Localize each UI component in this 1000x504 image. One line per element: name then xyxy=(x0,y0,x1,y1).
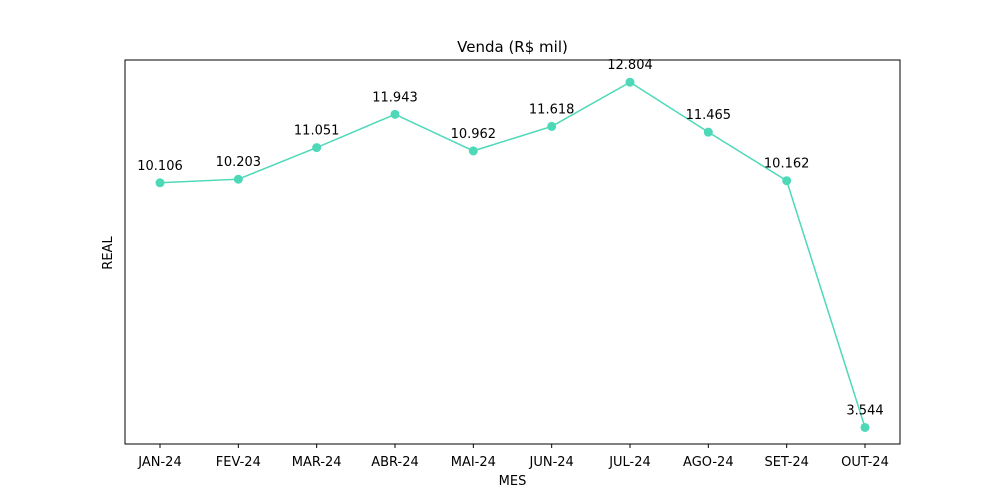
data-label: 12.804 xyxy=(607,58,653,73)
x-axis-ticks: JAN-24 FEV-24 MAR-24 ABR-24 MAI-24 JUN-24 JUL-… xyxy=(137,444,889,470)
x-tick-label: ABR-24 xyxy=(371,455,419,470)
x-tick-label: MAR-24 xyxy=(292,455,342,470)
plot-area-frame xyxy=(124,59,901,445)
x-tick-label: SET-24 xyxy=(764,455,808,470)
x-tick-label: JUL-24 xyxy=(608,455,651,470)
x-axis-label: MES xyxy=(499,474,527,489)
data-label: 3.544 xyxy=(846,403,883,418)
data-label: 11.943 xyxy=(372,90,418,105)
x-tick-label: FEV-24 xyxy=(216,455,261,470)
data-label: 10.962 xyxy=(451,127,497,142)
data-point xyxy=(625,77,635,87)
x-tick-label: JAN-24 xyxy=(137,455,181,470)
data-point xyxy=(390,109,400,119)
data-point xyxy=(155,178,165,188)
data-point xyxy=(782,176,792,186)
data-label: 10.203 xyxy=(216,155,262,170)
data-label: 11.465 xyxy=(686,108,732,123)
x-tick-label: OUT-24 xyxy=(841,455,889,470)
x-tick-label: JUN-24 xyxy=(529,455,574,470)
data-label: 10.106 xyxy=(137,159,183,174)
series-line xyxy=(159,81,866,428)
chart-title: Venda (R$ mil) xyxy=(457,38,568,56)
data-point xyxy=(703,127,713,137)
series-group: 10.106 10.203 11.051 11.943 10.962 11.618 12.8… xyxy=(137,58,884,432)
data-label: 11.051 xyxy=(294,124,340,139)
data-point xyxy=(860,422,870,432)
data-point xyxy=(547,121,557,131)
data-label: 10.162 xyxy=(764,157,810,172)
data-point xyxy=(468,146,478,156)
y-axis-label: REAL xyxy=(101,236,116,270)
data-point xyxy=(312,143,322,153)
data-point xyxy=(233,174,243,184)
x-tick-label: AGO-24 xyxy=(683,455,734,470)
x-tick-label: MAI-24 xyxy=(451,455,496,470)
data-label: 11.618 xyxy=(529,102,575,117)
